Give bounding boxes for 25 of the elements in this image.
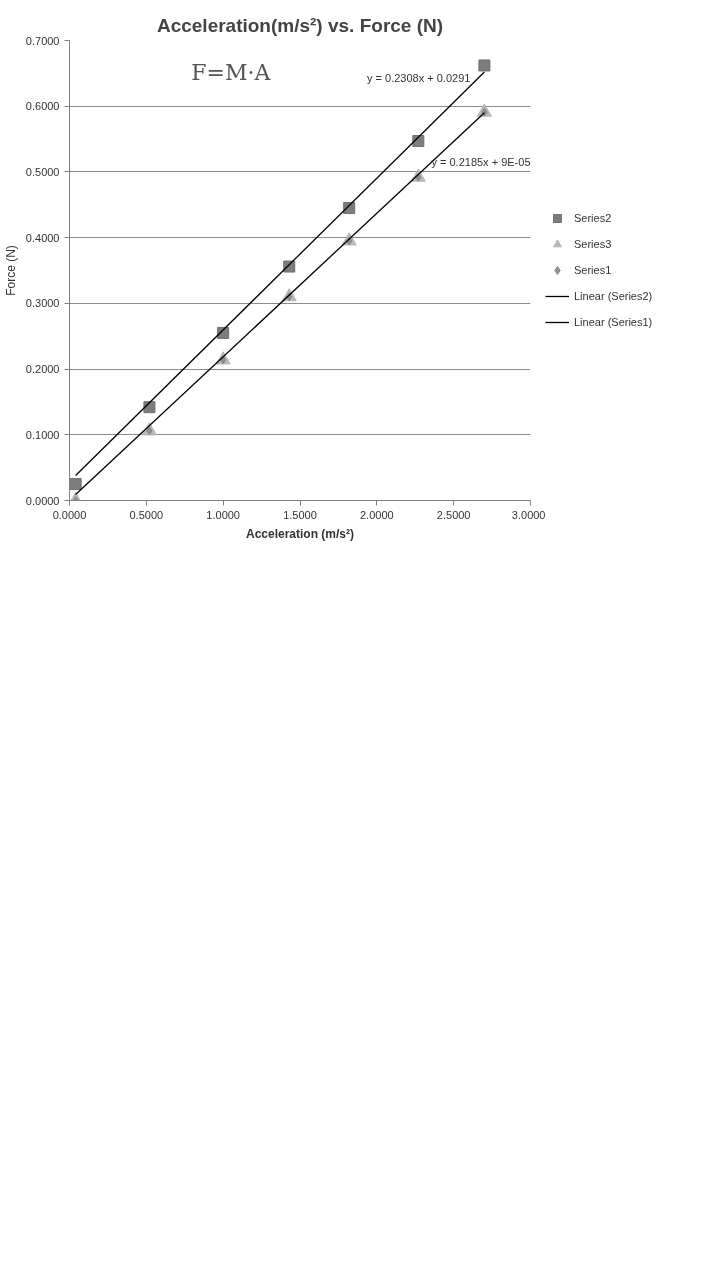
y-tick-label: 0.0000: [25, 494, 60, 507]
legend-label: Series2: [574, 212, 612, 224]
x-tick-label: 0.5000: [129, 508, 164, 521]
y-tick-label: 0.7000: [25, 34, 60, 47]
x-tick-label: 2.0000: [360, 508, 394, 521]
x-tick-label: 0.0000: [52, 508, 87, 521]
x-tick-label: 1.0000: [206, 508, 240, 521]
legend-label: Linear (Series1): [574, 316, 653, 328]
legend-label: Series3: [574, 238, 612, 250]
annotation: y = 0.2308x + 0.0291: [367, 72, 471, 85]
legend-label: Series1: [574, 264, 612, 276]
y-tick-label: 0.3000: [25, 297, 60, 310]
y-tick-label: 0.2000: [25, 363, 60, 376]
chart-title: Acceleration(m/s²) vs. Force (N): [156, 14, 444, 36]
y-axis-title: Force (N): [3, 245, 18, 296]
x-tick-label: 2.5000: [436, 508, 471, 521]
annotation: y = 0.2185x + 9E-05: [431, 156, 531, 169]
y-tick-label: 0.4000: [25, 231, 60, 244]
y-tick-label: 0.5000: [25, 165, 60, 178]
y-tick-label: 0.6000: [25, 100, 60, 113]
annotation: F=M·A: [191, 60, 272, 86]
x-tick-label: 3.0000: [511, 508, 546, 521]
x-tick-label: 1.5000: [283, 508, 317, 521]
y-tick-label: 0.1000: [25, 428, 60, 441]
x-axis-title: Acceleration (m/s²): [245, 526, 355, 541]
